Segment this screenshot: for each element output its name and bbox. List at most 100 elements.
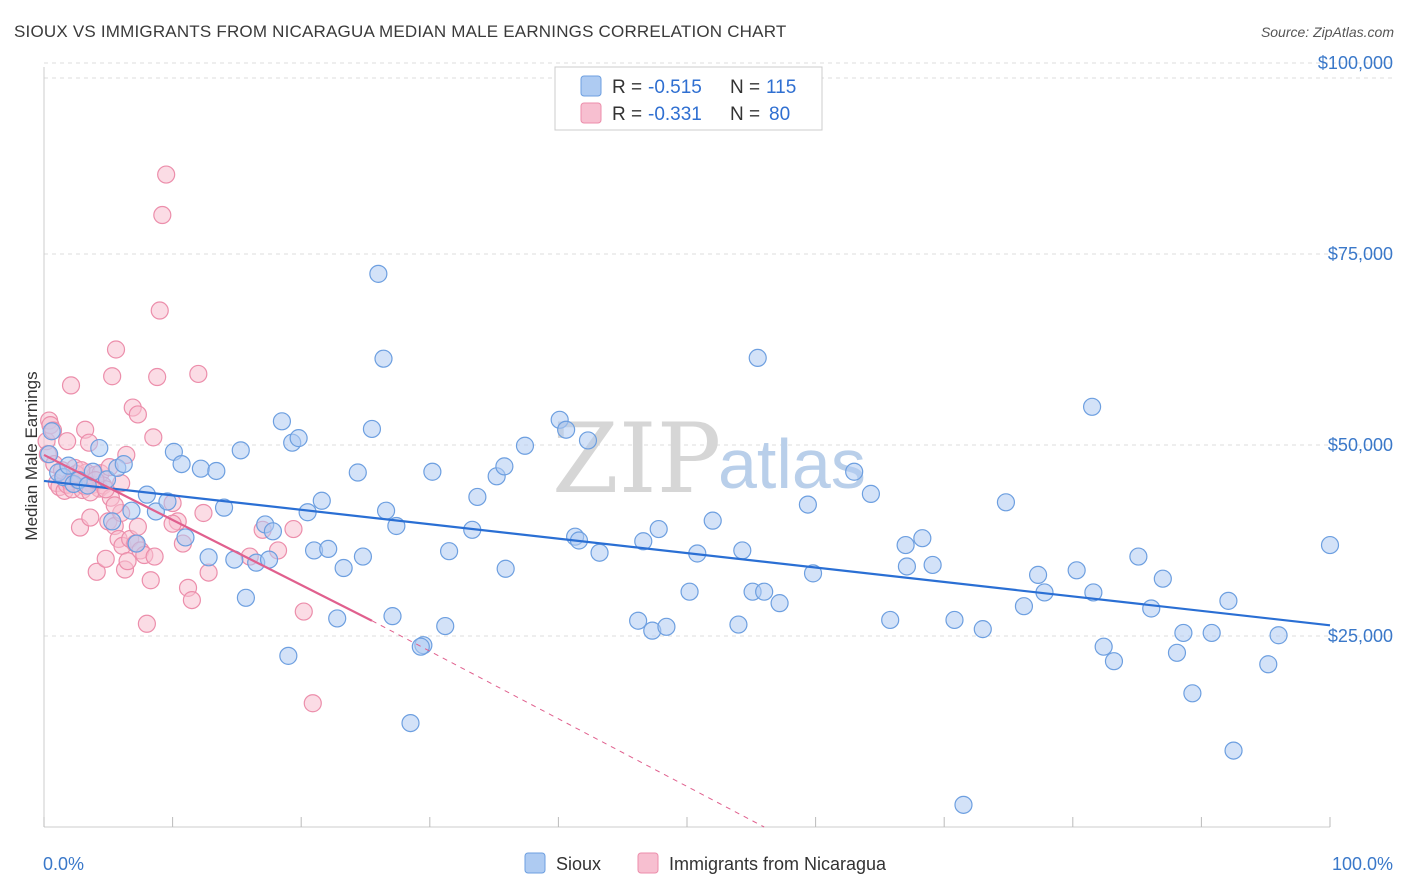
data-point [303, 694, 322, 713]
data-point [289, 429, 308, 448]
legend-n-value-nicaragua: 80 [769, 104, 790, 125]
x-tick-label-max: 100.0% [1332, 854, 1393, 874]
data-point [1028, 565, 1048, 584]
data-point [128, 517, 147, 536]
data-point [144, 428, 163, 447]
legend-r-label-nicaragua: R = [612, 104, 642, 125]
data-point [1202, 623, 1221, 643]
data-point [923, 555, 942, 575]
data-point [755, 582, 774, 601]
data-point [578, 431, 598, 450]
data-point [153, 205, 172, 225]
y-tick-label: $25,000 [1328, 626, 1393, 646]
data-point [137, 485, 156, 504]
data-point [845, 462, 864, 481]
source-credit: Source: ZipAtlas.com [1260, 24, 1394, 40]
data-point [207, 461, 226, 481]
data-point [729, 615, 748, 634]
data-point [1269, 626, 1288, 645]
watermark: ZIP atlas [552, 403, 866, 515]
data-point [348, 463, 367, 482]
data-point [369, 264, 388, 283]
data-point [1224, 741, 1243, 760]
data-point [649, 519, 668, 539]
data-point [803, 564, 823, 583]
data-point [1104, 652, 1124, 671]
data-point [334, 558, 353, 578]
data-point [114, 455, 133, 474]
data-point [798, 495, 817, 514]
data-point [199, 563, 218, 582]
series-legend: Sioux Immigrants from Nicaragua [524, 852, 887, 874]
data-point [176, 528, 195, 547]
data-point [515, 436, 535, 455]
y-tick-label: $50,000 [1328, 435, 1393, 455]
legend-n-label-nicaragua: N = [730, 104, 760, 125]
data-point [118, 552, 137, 571]
data-point [137, 614, 156, 633]
trend-lines [43, 453, 1331, 828]
data-point [1014, 597, 1034, 616]
data-point [141, 571, 160, 590]
data-point [1153, 569, 1172, 588]
data-point [1142, 599, 1161, 618]
data-point [128, 405, 147, 424]
legend-label-sioux: Sioux [556, 854, 601, 874]
data-point [1167, 643, 1187, 662]
data-point [1183, 684, 1202, 703]
data-point [590, 543, 609, 562]
data-point [214, 498, 234, 517]
y-tick-label: $100,000 [1318, 53, 1393, 73]
watermark-zip: ZIP [552, 403, 721, 515]
data-point [40, 445, 59, 464]
nicaragua-trend-extension [371, 620, 765, 828]
data-point [58, 432, 77, 451]
data-point [145, 547, 164, 566]
legend-swatch-sioux [580, 75, 602, 97]
data-point [191, 459, 210, 478]
data-point [1094, 637, 1113, 656]
data-point [374, 349, 393, 368]
data-point [733, 541, 752, 560]
data-point [236, 588, 256, 607]
legend-swatch-nicaragua-bottom [637, 852, 659, 874]
data-point [634, 532, 653, 551]
data-point [897, 557, 917, 576]
data-point [1174, 623, 1193, 643]
data-point [411, 637, 430, 656]
data-point [657, 617, 676, 636]
data-point [376, 501, 396, 520]
data-point [436, 616, 455, 636]
data-point [182, 590, 201, 610]
legend-swatch-sioux-bottom [524, 852, 546, 874]
data-point [61, 376, 81, 395]
legend-swatch-nicaragua [580, 102, 602, 124]
data-point [496, 559, 515, 578]
data-point [103, 367, 122, 386]
data-point [861, 484, 880, 503]
data-point [439, 542, 459, 561]
data-point [1084, 583, 1103, 602]
legend-n-label-sioux: N = [730, 77, 760, 98]
chart-title: SIOUX VS IMMIGRANTS FROM NICARAGUA MEDIA… [14, 22, 787, 41]
data-point [272, 412, 292, 431]
data-point [770, 594, 789, 613]
data-point [1067, 561, 1086, 580]
data-point [629, 611, 648, 630]
data-point [319, 539, 338, 559]
data-point [42, 422, 61, 441]
data-point [279, 646, 298, 665]
legend-r-value-sioux: -0.515 [648, 77, 702, 98]
data-point [973, 620, 992, 639]
data-point [996, 493, 1016, 512]
data-point [557, 420, 576, 439]
data-point [199, 548, 218, 567]
data-point [945, 610, 964, 630]
data-point [1259, 655, 1278, 674]
data-point [90, 438, 109, 458]
data-point [401, 713, 420, 733]
data-point [383, 607, 402, 626]
data-point [284, 519, 303, 539]
y-tick-labels: $25,000 $50,000 $75,000 $100,000 [1318, 53, 1393, 646]
